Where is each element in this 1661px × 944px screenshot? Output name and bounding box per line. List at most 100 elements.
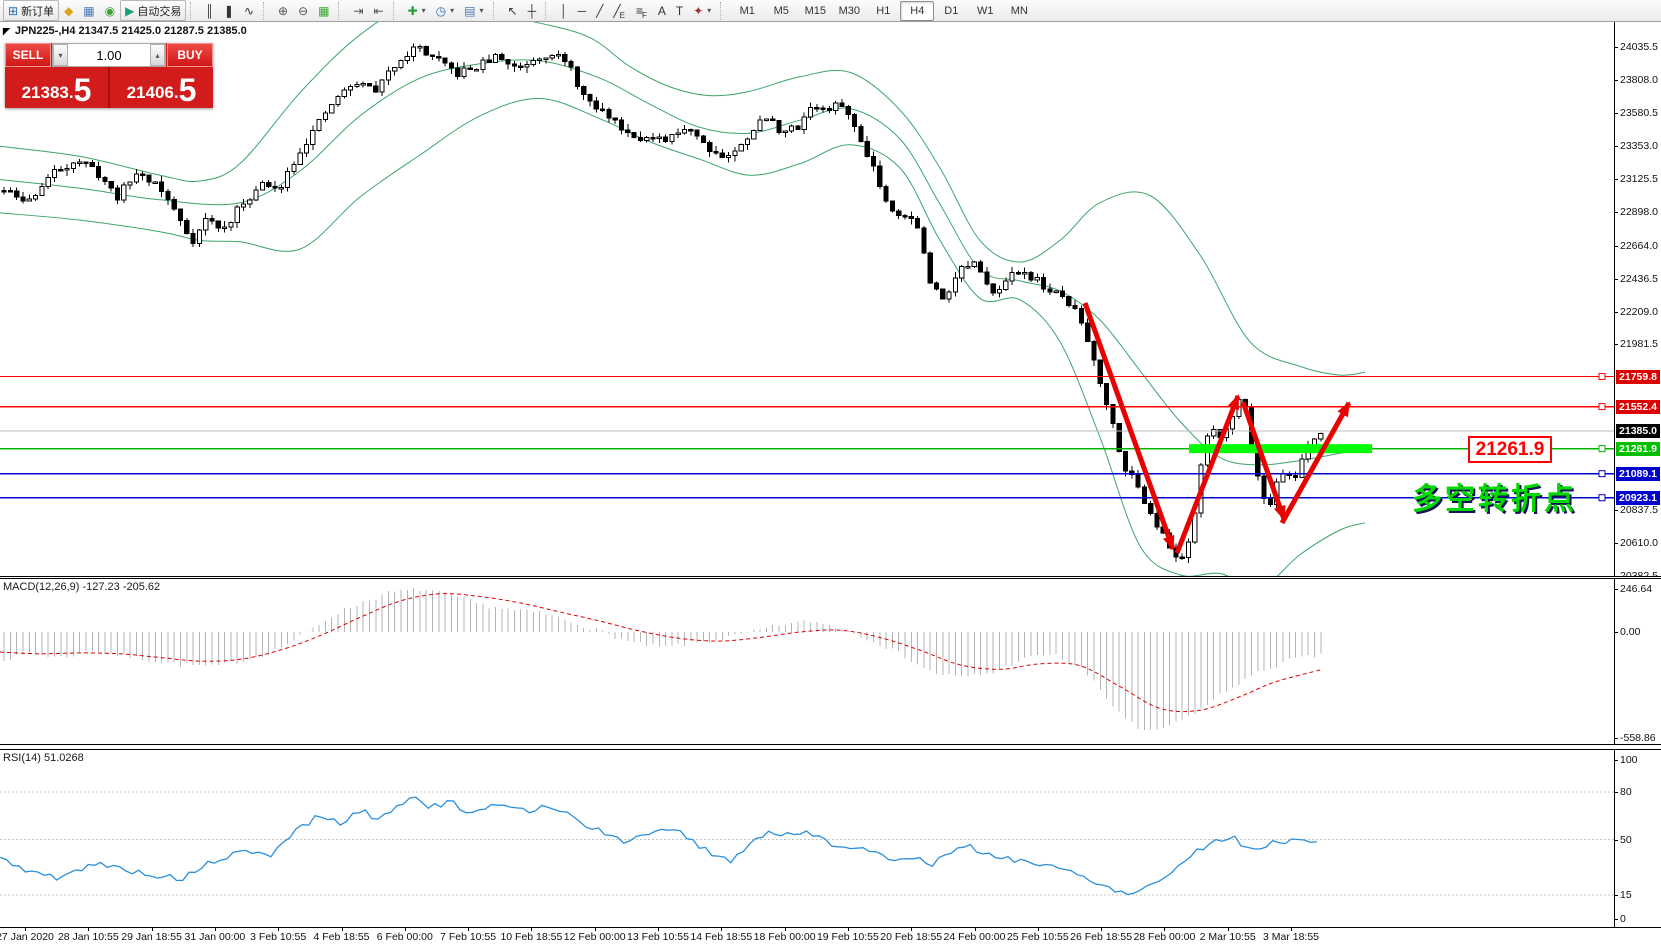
price-callout-box[interactable]: 21261.9 [1468,436,1552,463]
text-label-icon[interactable]: T [671,0,688,21]
pane-splitter-rsi[interactable] [0,744,1661,750]
arrows-icon[interactable]: ✦ ▾ [688,0,716,21]
toolbar-separator [720,1,727,20]
toolbar-separator [190,1,197,20]
zoom-in-icon[interactable]: ⊕ [273,0,293,21]
price-tick-label: 23808.0 [1620,73,1658,86]
time-tick-mark [88,928,90,931]
macd-label: MACD(12,26,9) -127.23 -205.62 [3,581,161,593]
text-icon[interactable]: A [653,0,671,21]
time-tick-mark [847,928,849,931]
horizontal-line-icon[interactable]: ─ [573,0,592,21]
sell-button[interactable]: SELL [5,43,51,67]
timeframe-h4[interactable]: H4 [900,0,935,21]
axis-tick-mark [1615,738,1618,739]
chart-title-text: JPN225-,H4 21347.5 21425.0 21287.5 21385… [14,25,247,37]
zoom-out-icon: ⊖ [298,3,309,18]
timeframe-w1[interactable]: W1 [977,4,994,17]
time-tick-label: 27 Jan 2020 [0,931,54,943]
templates-icon[interactable]: ▤ ▾ [459,0,488,21]
time-tick-label: 28 Jan 10:55 [57,931,119,943]
axis-tick-mark [1615,344,1618,346]
candlestick-chart-icon[interactable]: ❚ [219,0,239,21]
chart-shift-icon[interactable]: ⇤ [369,0,389,21]
tile-windows-icon[interactable]: ▦ [313,0,334,21]
rsi-pane[interactable] [0,750,1614,927]
volume-increase-icon[interactable]: ▴ [150,44,165,66]
indicators-icon: ✚ [407,3,418,18]
axis-tick-mark [1615,543,1618,545]
timeframe-m5[interactable]: M5 [773,4,789,17]
mql5-market-icon[interactable]: ◆ [59,0,78,21]
buy-button[interactable]: BUY [167,43,213,67]
timeframe-m30[interactable]: M30 [838,4,860,17]
time-tick-mark [341,928,343,931]
sell-price-main: 21383. [21,83,74,102]
volume-input[interactable] [68,44,150,66]
axis-tick-mark [1615,278,1618,280]
one-click-trading-panel: SELL ▾ ▴ BUY 21383. 5 21406. 5 [5,43,213,108]
time-tick-mark [1101,928,1103,931]
timeframe-m15[interactable]: M15 [804,4,826,17]
cursor-icon[interactable]: ↖ [503,0,523,21]
crosshair-icon: ┼ [527,3,537,18]
pane-splitter-macd[interactable] [0,576,1661,579]
chart-marker-icon: ◤ [3,25,10,36]
axis-tick-mark [1615,760,1618,761]
indicators-icon[interactable]: ✚ ▾ [403,0,431,21]
time-axis[interactable]: 27 Jan 2020 28 Jan 10:55 29 Jan 18:55 31 Ja… [0,927,1661,944]
charts-window-icon[interactable]: ▦ [78,0,99,21]
line-chart-icon[interactable]: ∿ [239,0,259,21]
auto-scroll-icon[interactable]: ⇥ [348,0,368,21]
time-tick-label: 25 Feb 10:55 [1006,931,1069,943]
turning-point-annotation[interactable]: 多空转折点 [1412,483,1577,516]
macd-tick-label: 0.00 [1620,626,1641,638]
fibonacci-icon[interactable]: ≡F [631,0,653,21]
auto-trading-button-label: 自动交易 [137,5,182,18]
new-order-button[interactable]: ⊞ 新订单 [3,0,60,21]
price-level-badge: 21385.0 [1616,423,1660,438]
time-tick-label: 31 Jan 00:00 [184,931,246,943]
volume-decrease-icon[interactable]: ▾ [53,44,68,66]
crosshair-icon[interactable]: ┼ [523,0,542,21]
price-tick-label: 23580.5 [1620,106,1658,119]
time-tick-mark [1227,928,1229,931]
time-tick-mark [658,928,659,931]
sell-price[interactable]: 21383. 5 [5,67,110,108]
equidistant-channel-icon[interactable]: ╱E [608,0,631,21]
time-tick-mark [531,928,533,931]
axis-tick-mark [1615,245,1618,247]
axis-tick-mark [1615,79,1618,81]
chevron-down-icon: ▾ [707,6,712,15]
tile-windows-icon: ▦ [318,3,330,18]
time-tick-label: 26 Feb 18:55 [1070,931,1133,943]
bar-chart-icon[interactable]: ║ [200,0,219,21]
rsi-tick-label: 0 [1620,913,1626,925]
signals-icon[interactable]: ◉ [100,0,120,21]
price-level-badge: 21089.1 [1616,466,1660,481]
new-order-button-label: 新订单 [21,5,55,18]
vertical-line-icon[interactable]: │ [555,0,573,21]
time-tick-label: 29 Jan 18:55 [121,931,182,943]
time-tick-mark [721,928,723,931]
axis-tick-mark [1615,792,1618,793]
price-tick-label: 22898.0 [1620,205,1658,218]
price-tick-label: 22209.0 [1620,305,1658,318]
buy-price[interactable]: 21406. 5 [110,67,213,108]
price-level-badge: 21759.8 [1616,369,1660,384]
chart-shift-icon: ⇤ [373,3,384,18]
timeframe-d1[interactable]: D1 [944,4,959,17]
price-axis[interactable]: 24035.5 23808.0 23580.5 23353.0 23125.5 22898… [1614,22,1661,927]
macd-pane[interactable] [0,579,1614,744]
periods-icon[interactable]: ◷ ▾ [431,0,460,21]
trendline-icon[interactable]: ╱ [591,0,608,21]
time-tick-label: 7 Feb 10:55 [440,931,497,943]
zoom-out-icon[interactable]: ⊖ [293,0,313,21]
timeframe-mn[interactable]: MN [1010,4,1028,17]
axis-tick-mark [1615,919,1618,920]
auto-trading-button[interactable]: ▶ 自动交易 [120,0,187,21]
text-label-icon: T [675,3,684,18]
price-chart-pane[interactable] [0,22,1614,576]
timeframe-h1[interactable]: H1 [876,4,891,17]
timeframe-m1[interactable]: M1 [739,4,755,17]
